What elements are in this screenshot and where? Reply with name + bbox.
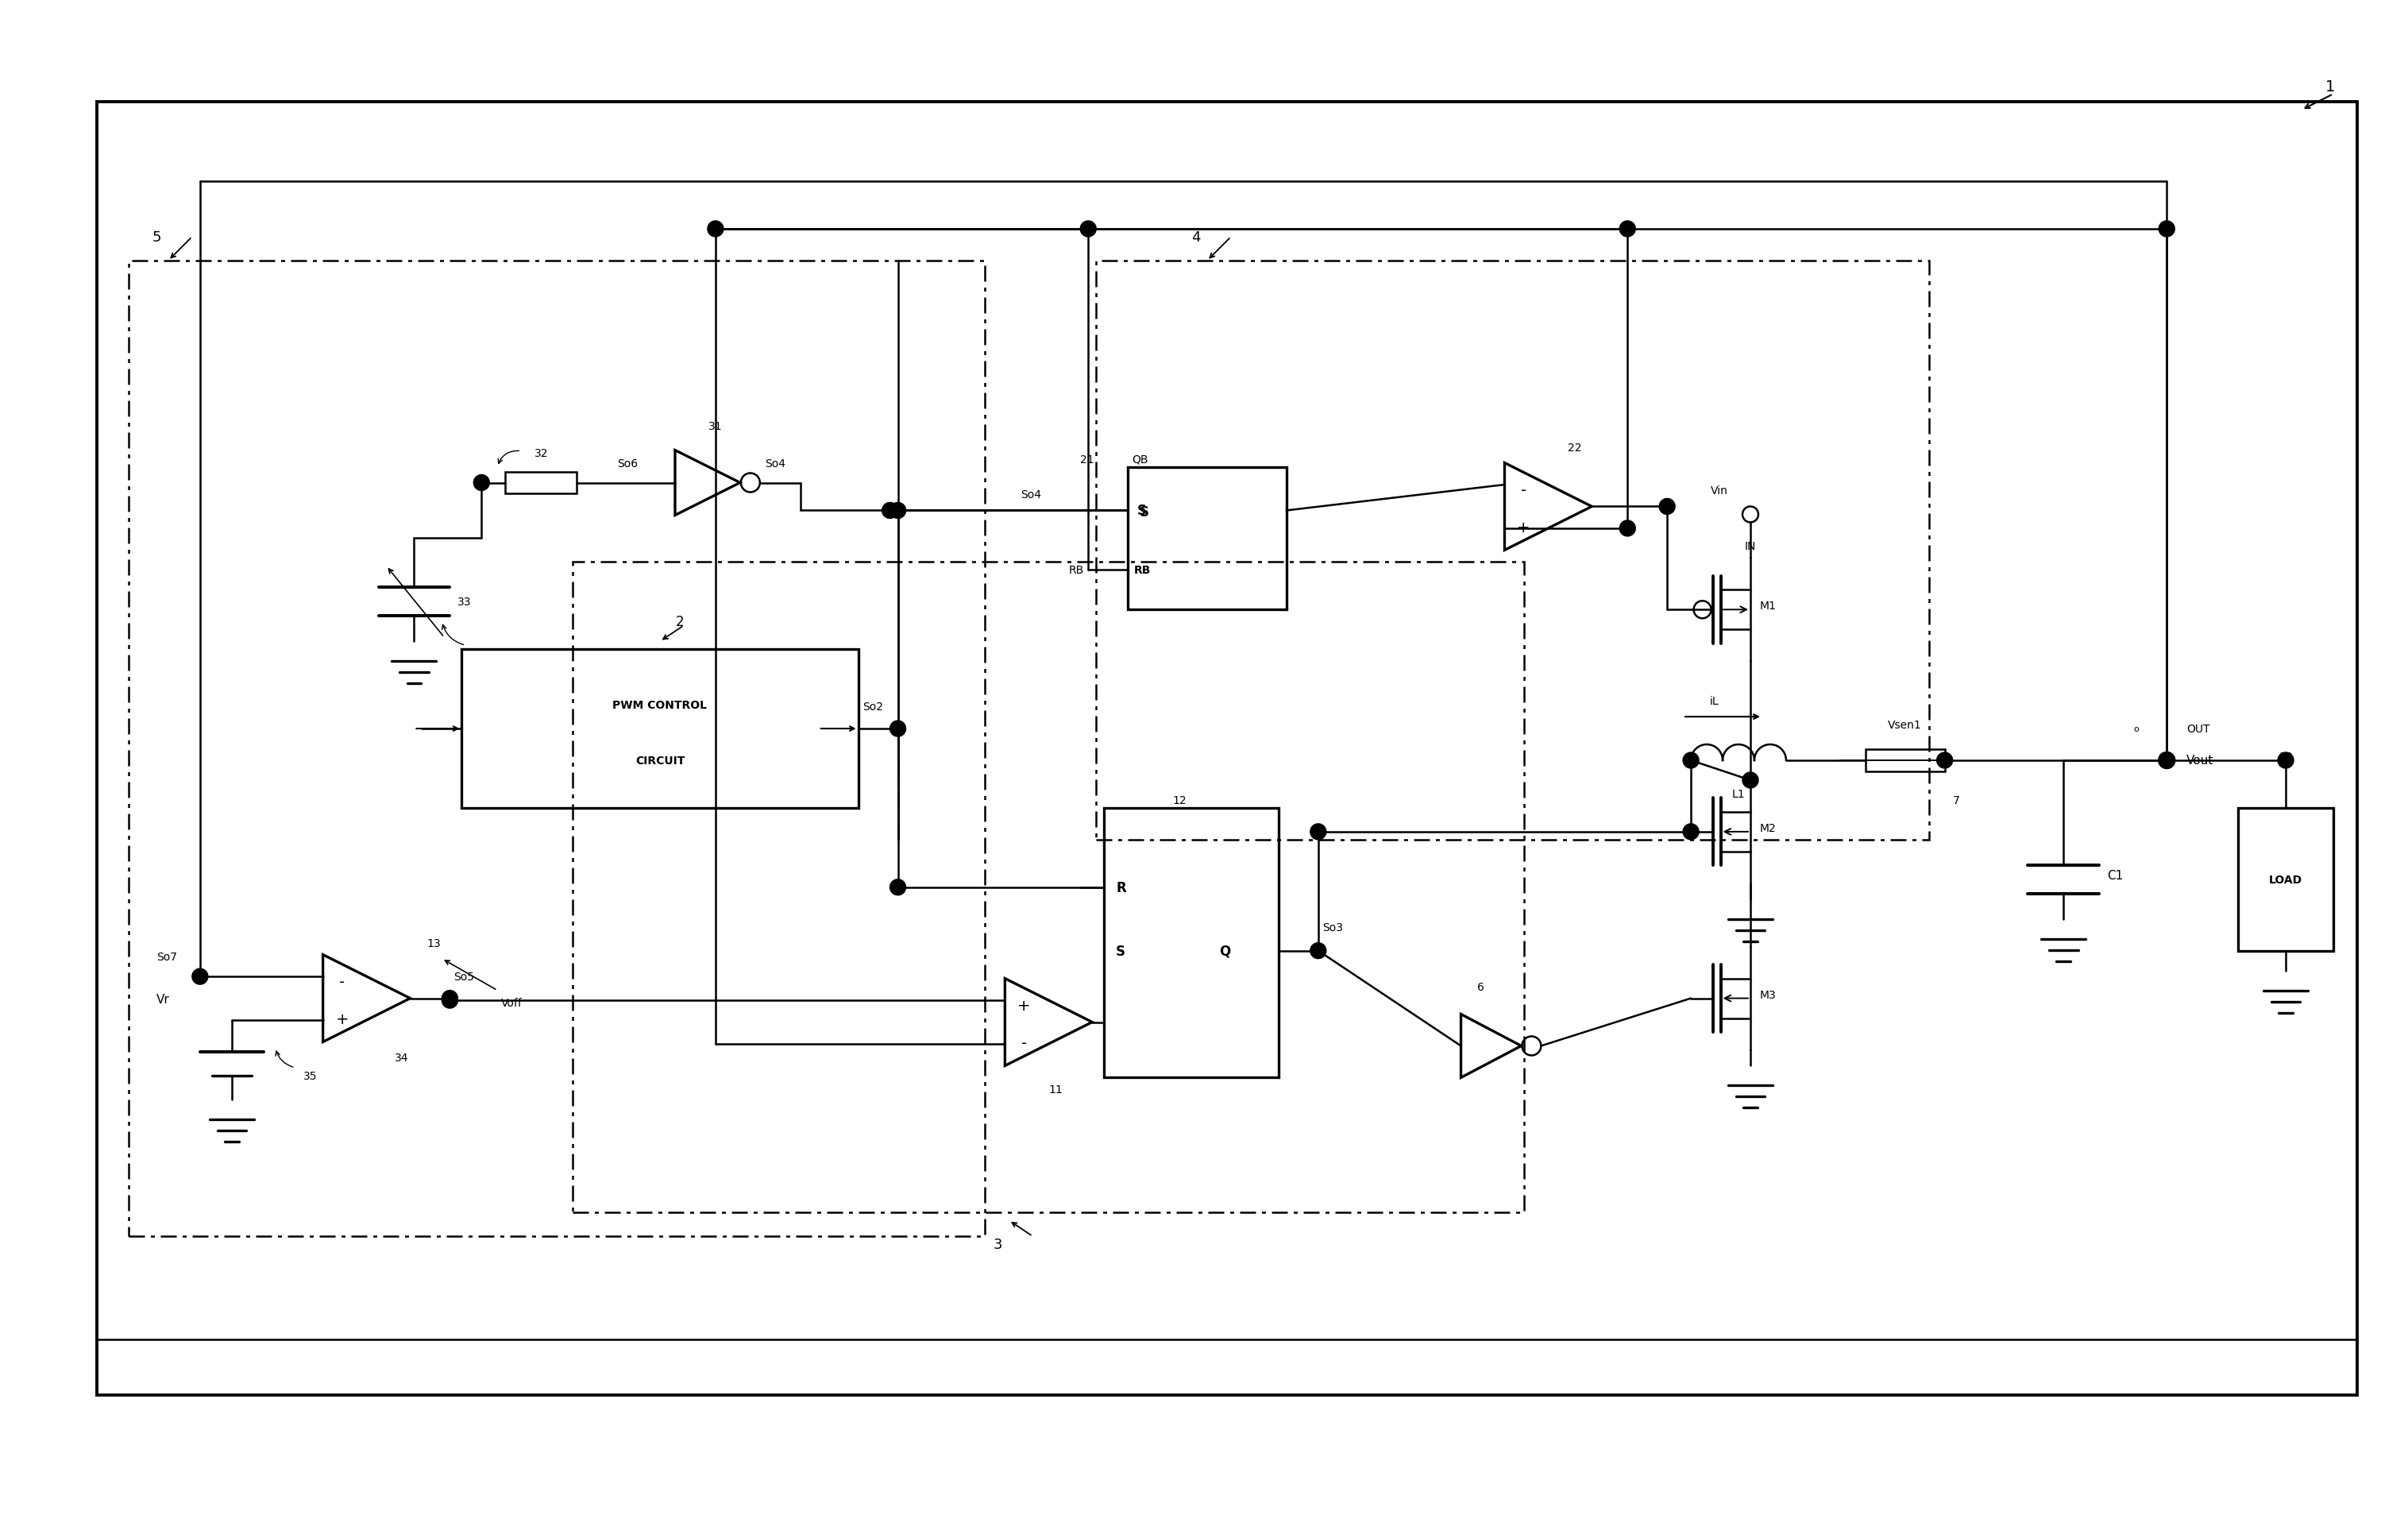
Circle shape: [1743, 773, 1758, 788]
Circle shape: [1621, 221, 1635, 238]
Text: 22: 22: [1568, 442, 1582, 453]
Text: So5: So5: [453, 971, 474, 982]
Text: So7: So7: [157, 951, 178, 962]
Bar: [128, 261, 985, 1236]
Bar: [2237, 807, 2333, 951]
Circle shape: [1659, 498, 1676, 515]
Text: 2: 2: [677, 615, 684, 629]
Text: C1: C1: [2107, 870, 2124, 882]
Text: Voff: Voff: [501, 997, 523, 1007]
Text: So4: So4: [766, 458, 785, 470]
Text: So4: So4: [1021, 489, 1040, 500]
Circle shape: [2160, 753, 2174, 768]
Text: 33: 33: [458, 597, 472, 608]
Bar: [573, 562, 1524, 1212]
Bar: [1127, 467, 1286, 611]
Circle shape: [708, 221, 722, 238]
Text: S: S: [1115, 944, 1125, 957]
Text: iL: iL: [1710, 695, 1719, 708]
Text: +: +: [1019, 998, 1031, 1014]
Text: So2: So2: [862, 701, 884, 712]
Bar: [96, 103, 2357, 1395]
Circle shape: [1081, 221, 1096, 238]
Text: PWM CONTROL: PWM CONTROL: [612, 700, 708, 711]
Text: 21: 21: [1081, 455, 1093, 465]
Circle shape: [1683, 824, 1700, 839]
Circle shape: [1310, 824, 1327, 839]
Text: LOAD: LOAD: [2268, 874, 2302, 885]
Text: Vsen1: Vsen1: [1888, 720, 1922, 730]
Text: R: R: [1115, 880, 1127, 895]
Bar: [1105, 807, 1279, 1077]
Text: S: S: [1139, 506, 1149, 520]
Text: RB: RB: [1134, 565, 1151, 576]
Circle shape: [2160, 221, 2174, 238]
Text: IN: IN: [1746, 541, 1755, 551]
Text: So6: So6: [616, 458, 638, 470]
Text: 6: 6: [1476, 982, 1483, 992]
Circle shape: [2278, 753, 2295, 768]
Circle shape: [1683, 753, 1700, 768]
Text: L1: L1: [1731, 788, 1746, 800]
Bar: [1866, 750, 1946, 771]
Circle shape: [1310, 942, 1327, 959]
Text: S: S: [1137, 504, 1146, 518]
Text: QB: QB: [1132, 455, 1149, 465]
Text: M2: M2: [1760, 823, 1777, 833]
Text: Vout: Vout: [2186, 754, 2213, 767]
Text: -: -: [1522, 483, 1527, 498]
Text: 10: 10: [2278, 751, 2292, 762]
Text: +: +: [1517, 520, 1531, 535]
Text: Vin: Vin: [1710, 485, 1729, 497]
Text: -: -: [1021, 1035, 1026, 1050]
Text: M1: M1: [1760, 600, 1777, 612]
Text: 32: 32: [535, 447, 549, 459]
Text: 7: 7: [1953, 795, 1960, 806]
Circle shape: [1621, 521, 1635, 536]
Circle shape: [1936, 753, 1953, 768]
Text: 31: 31: [708, 421, 722, 432]
Text: Vr: Vr: [157, 992, 169, 1004]
Circle shape: [881, 503, 898, 518]
Text: -: -: [340, 974, 344, 989]
Text: o: o: [2133, 726, 2138, 733]
Text: +: +: [335, 1012, 349, 1027]
Circle shape: [443, 991, 458, 1006]
Text: CIRCUIT: CIRCUIT: [636, 754, 684, 767]
Text: 1: 1: [2326, 79, 2336, 94]
Bar: [506, 473, 576, 494]
Circle shape: [443, 992, 458, 1009]
Text: OUT: OUT: [2186, 723, 2211, 735]
Circle shape: [891, 880, 905, 895]
Bar: [462, 650, 857, 807]
Text: Q: Q: [1218, 944, 1230, 957]
Text: 11: 11: [1047, 1085, 1062, 1095]
Bar: [1096, 261, 1929, 839]
Text: 12: 12: [1173, 795, 1187, 806]
Circle shape: [891, 721, 905, 736]
Text: 5: 5: [152, 230, 161, 244]
Text: M3: M3: [1760, 989, 1777, 1000]
Text: 3: 3: [992, 1238, 1002, 1251]
Circle shape: [474, 476, 489, 491]
Text: 34: 34: [395, 1053, 409, 1064]
Circle shape: [193, 968, 207, 985]
Text: 13: 13: [426, 938, 441, 948]
Text: 35: 35: [303, 1070, 318, 1082]
Circle shape: [891, 503, 905, 518]
Text: RB: RB: [1069, 565, 1084, 576]
Text: So3: So3: [1322, 921, 1344, 933]
Text: 4: 4: [1192, 230, 1202, 244]
